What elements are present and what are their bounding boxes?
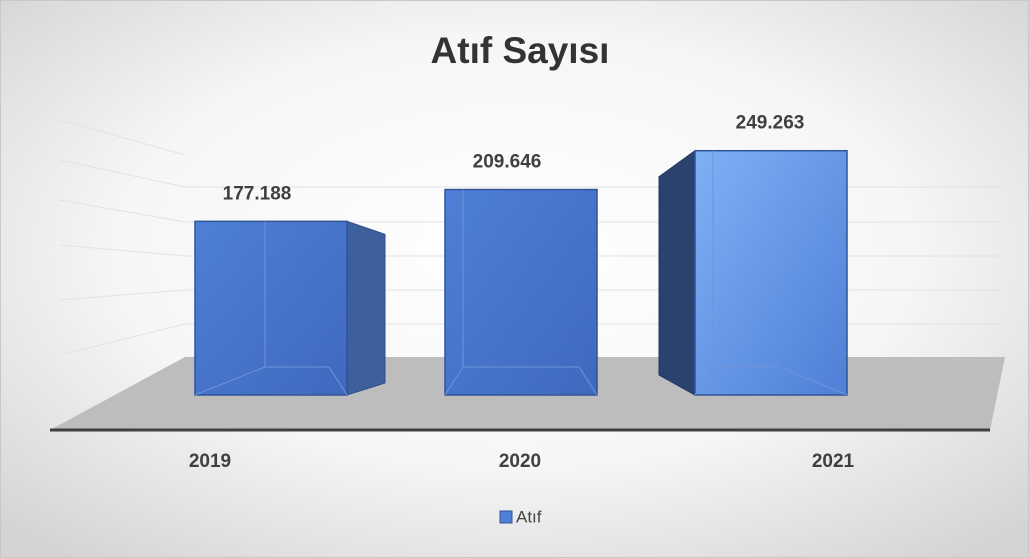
- bar: [694, 149, 848, 396]
- bar-inner-edge: [463, 366, 598, 396]
- bar-side: [346, 220, 386, 396]
- value-label: 177.188: [223, 183, 292, 204]
- bar: [444, 188, 598, 396]
- value-label: 209.646: [473, 152, 542, 173]
- x-tick-label: 2021: [812, 451, 855, 472]
- bar-inner-edge: [265, 366, 348, 396]
- bar-side: [658, 149, 696, 396]
- chart-title: Atıf Sayısı: [431, 30, 610, 71]
- bars: [194, 149, 848, 396]
- bar: [194, 220, 348, 396]
- value-label: 249.263: [736, 113, 805, 134]
- legend-swatch: [499, 510, 513, 524]
- bar-inner-edge: [713, 366, 848, 396]
- x-tick-label: 2020: [499, 451, 541, 472]
- legend-label: Atıf: [516, 507, 542, 526]
- x-tick-label: 2019: [189, 451, 231, 472]
